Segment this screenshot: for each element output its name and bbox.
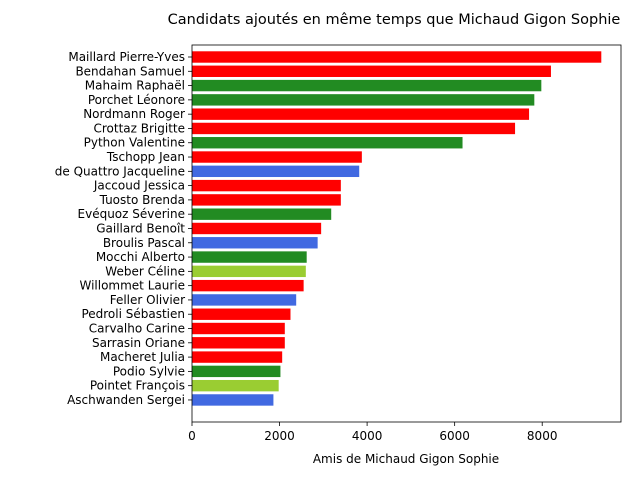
bar — [192, 151, 362, 163]
x-axis-ticks: 0 2000 4000 6000 8000 — [188, 422, 557, 443]
bar — [192, 94, 535, 106]
x-tick-label: 6000 — [439, 429, 470, 443]
bar — [192, 222, 322, 235]
category-label: Porchet Léonore — [88, 93, 185, 107]
x-tick-label: 8000 — [527, 429, 558, 443]
category-label: Sarrasin Oriane — [92, 336, 185, 350]
bar — [192, 65, 551, 77]
category-label: Python Valentine — [84, 136, 185, 150]
category-label: Willommet Laurie — [79, 279, 185, 293]
category-label: Bendahan Samuel — [75, 64, 185, 78]
bar — [192, 208, 332, 220]
category-label: Pointet François — [90, 379, 185, 393]
bar — [192, 137, 463, 149]
bar — [192, 251, 307, 263]
x-tick-label: 0 — [188, 429, 196, 443]
bar — [192, 194, 341, 206]
bar — [192, 179, 341, 192]
x-axis-label: Amis de Michaud Gigon Sophie — [313, 452, 499, 466]
category-label: Nordmann Roger — [83, 107, 185, 121]
category-label: Mocchi Alberto — [96, 250, 185, 264]
bars-layer — [192, 51, 602, 406]
category-label: Broulis Pascal — [103, 236, 185, 250]
bar — [192, 122, 516, 135]
bar — [192, 165, 360, 178]
category-label: Pedroli Sébastien — [81, 307, 185, 321]
category-label: Weber Céline — [105, 264, 185, 278]
category-label: Tschopp Jean — [106, 150, 185, 164]
category-label: Jaccoud Jessica — [93, 179, 185, 193]
bar — [192, 294, 297, 306]
category-label: Evéquoz Séverine — [78, 207, 185, 221]
bar — [192, 279, 304, 292]
bar — [192, 79, 542, 92]
bar — [192, 51, 602, 63]
bar — [192, 365, 281, 378]
category-label: Crottaz Brigitte — [93, 121, 185, 135]
category-label: de Quattro Jacqueline — [55, 164, 185, 178]
bar — [192, 108, 530, 120]
category-label: Tuosto Brenda — [99, 193, 185, 207]
category-label: Mahaim Raphaël — [85, 79, 185, 93]
x-tick-label: 4000 — [352, 429, 383, 443]
bar — [192, 394, 274, 406]
category-label: Maillard Pierre-Yves — [68, 50, 185, 64]
bar — [192, 351, 283, 363]
bar — [192, 337, 285, 349]
plot-frame — [191, 44, 622, 423]
chart-title: Candidats ajoutés en même temps que Mich… — [168, 12, 621, 28]
bar — [192, 308, 291, 320]
bar — [192, 379, 279, 392]
category-label: Gaillard Benoît — [96, 221, 185, 235]
axes-frame — [191, 44, 622, 423]
category-label: Macheret Julia — [100, 350, 185, 364]
category-label: Feller Olivier — [110, 293, 185, 307]
category-label: Carvalho Carine — [89, 322, 185, 336]
bar — [192, 265, 306, 278]
bar — [192, 237, 318, 249]
x-tick-label: 2000 — [264, 429, 295, 443]
bar — [192, 322, 285, 335]
category-label: Aschwanden Sergei — [67, 393, 185, 407]
category-label: Podio Sylvie — [113, 364, 185, 378]
